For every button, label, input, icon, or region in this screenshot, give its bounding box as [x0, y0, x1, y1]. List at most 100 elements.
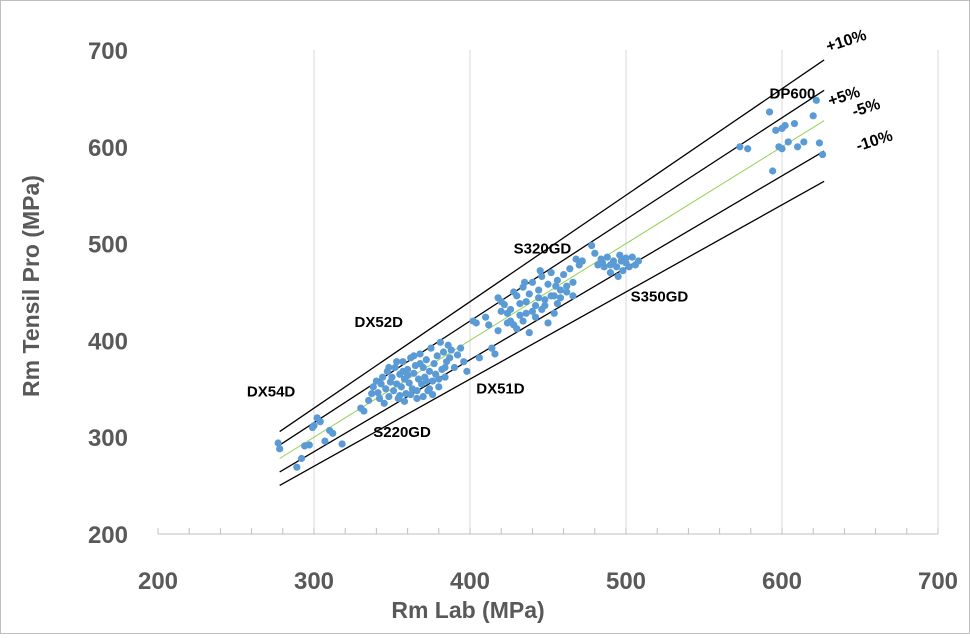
data-point — [522, 298, 530, 306]
data-point — [634, 257, 643, 265]
data-point — [538, 272, 546, 281]
data-point — [368, 390, 376, 398]
data-point — [547, 269, 555, 277]
data-point — [625, 263, 633, 271]
annotation-label: DX51D — [476, 381, 525, 398]
data-point — [606, 261, 615, 269]
data-point — [439, 348, 448, 356]
x-tick-label: 500 — [606, 568, 646, 595]
data-point — [588, 241, 596, 250]
data-point — [310, 421, 318, 430]
data-point — [528, 278, 537, 286]
data-point — [547, 292, 555, 300]
data-point — [369, 383, 377, 391]
data-point — [563, 288, 571, 296]
data-point — [422, 356, 430, 364]
data-point — [531, 313, 540, 321]
data-point — [450, 363, 458, 372]
data-point — [500, 300, 508, 309]
data-point — [416, 360, 424, 368]
data-point — [428, 377, 437, 385]
data-point — [569, 292, 577, 300]
data-point — [769, 167, 777, 175]
data-point — [276, 445, 284, 453]
data-point — [553, 276, 561, 284]
data-point — [765, 108, 774, 116]
data-point — [425, 385, 434, 393]
data-point — [535, 286, 543, 294]
data-point — [385, 363, 393, 372]
data-point — [519, 317, 527, 325]
data-point — [572, 255, 580, 263]
data-point — [497, 307, 505, 315]
data-point — [385, 392, 393, 401]
y-tick-label: 600 — [88, 135, 128, 162]
data-point — [405, 379, 413, 387]
x-axis-title: Rm Lab (MPa) — [391, 597, 544, 623]
axes — [157, 528, 939, 535]
data-point — [446, 354, 454, 362]
data-point — [556, 294, 565, 302]
data-point — [488, 344, 496, 352]
data-point — [531, 301, 540, 310]
annotation-label: S220GD — [373, 424, 431, 441]
data-point — [536, 267, 544, 275]
data-point — [419, 392, 427, 401]
data-point — [382, 385, 390, 393]
data-point — [389, 387, 398, 395]
data-point — [321, 437, 329, 445]
x-tick-label: 300 — [294, 568, 334, 595]
data-point — [410, 352, 418, 360]
y-axis-title: Rm Tensil Pro (MPa) — [18, 175, 44, 397]
reference-line-+10% — [279, 59, 825, 433]
data-point — [544, 319, 552, 327]
band-label: +10% — [824, 27, 869, 56]
data-point — [552, 282, 560, 290]
data-point — [463, 367, 471, 375]
data-point — [606, 269, 615, 277]
annotation-label: DX54D — [247, 384, 296, 401]
y-tick-label: 300 — [88, 425, 128, 452]
annotation-label: DX52D — [355, 314, 404, 331]
data-point — [516, 311, 524, 319]
data-point — [329, 429, 337, 437]
data-point — [522, 309, 530, 317]
data-point — [544, 280, 552, 288]
data-point — [510, 321, 518, 329]
data-point — [566, 265, 574, 273]
data-point — [535, 294, 543, 302]
reference-line--10% — [279, 180, 825, 486]
data-point — [397, 383, 405, 391]
data-point — [447, 346, 455, 354]
data-point — [491, 350, 499, 358]
reference-line-+5% — [279, 89, 825, 446]
annotations: +10%+5%-5%-10%DP600S320GDS350GDDX52DDX51… — [247, 27, 895, 441]
data-point — [274, 439, 282, 447]
data-point — [441, 363, 449, 372]
data-point — [794, 143, 802, 151]
data-point — [614, 272, 622, 281]
data-point — [422, 377, 430, 385]
data-point — [619, 267, 627, 275]
data-point — [809, 112, 817, 120]
data-point — [436, 338, 444, 346]
data-point — [407, 391, 415, 399]
data-point — [374, 389, 382, 397]
data-point — [425, 367, 434, 375]
data-point — [388, 373, 396, 381]
data-point — [399, 367, 407, 375]
data-point — [435, 375, 443, 383]
data-point — [428, 391, 437, 399]
data-point — [744, 145, 752, 153]
data-point — [778, 145, 786, 153]
data-point — [413, 394, 421, 403]
data-point — [599, 259, 607, 267]
data-point — [375, 394, 384, 403]
annotation-label: S350GD — [631, 289, 689, 306]
data-point — [365, 396, 373, 405]
data-point — [784, 138, 792, 146]
tick-labels: 200 300 400 500 600 700 200 300 400 500 600 700 — [88, 38, 958, 595]
data-point — [494, 327, 502, 335]
